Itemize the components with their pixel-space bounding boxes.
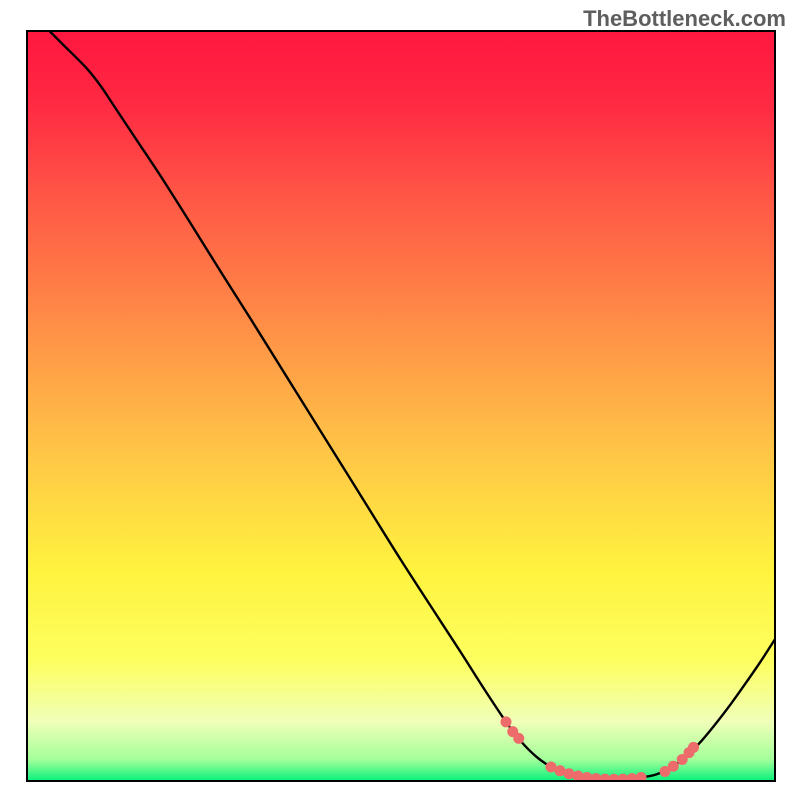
chart-canvas: TheBottleneck.com <box>0 0 800 800</box>
plot-area <box>26 30 776 782</box>
marker-point <box>688 742 699 753</box>
plot-svg <box>26 30 776 782</box>
marker-point <box>501 716 512 727</box>
marker-point <box>668 761 679 772</box>
marker-point <box>513 733 524 744</box>
watermark-text: TheBottleneck.com <box>583 6 786 32</box>
